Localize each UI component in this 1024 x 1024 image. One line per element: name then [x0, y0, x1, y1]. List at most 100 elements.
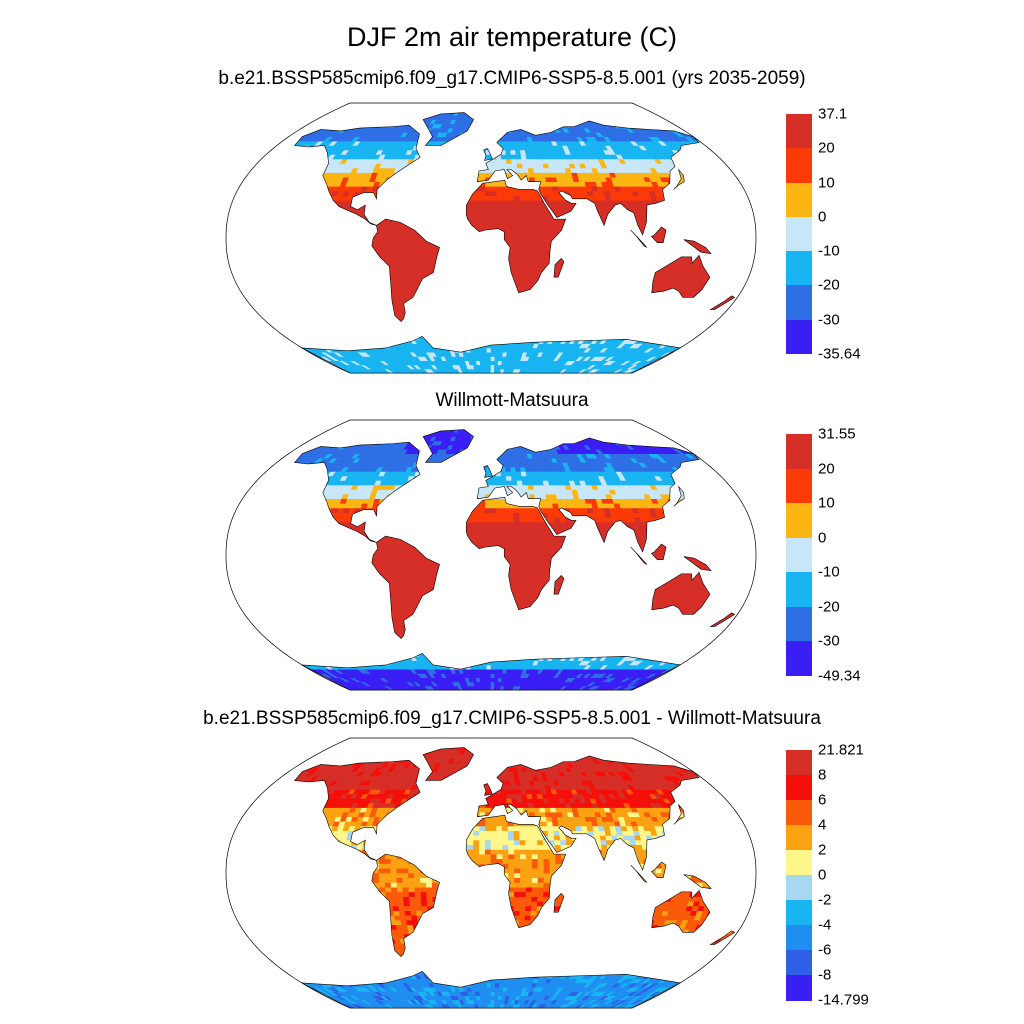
coastline: [483, 465, 493, 478]
colorbar-tick-label: -20: [818, 598, 840, 616]
coastline: [709, 930, 736, 945]
colorbar-segment: [786, 825, 812, 851]
colorbar-tick-label: -35.64: [818, 345, 861, 363]
coastline: [683, 874, 712, 890]
colorbar-tick-label: -6: [818, 941, 832, 959]
panel-diff-subtitle: b.e21.BSSP585cmip6.f09_g17.CMIP6-SSP5-8.…: [203, 708, 821, 729]
coastline: [650, 543, 667, 561]
coastline: [683, 239, 712, 255]
colorbar-tick-label: 2: [818, 841, 827, 859]
colorbar-tick-label: 0: [818, 866, 827, 884]
coastline: [630, 546, 648, 565]
coastline: [709, 612, 736, 627]
colorbar-tick-label: 21.821: [818, 741, 864, 759]
coastline: [673, 804, 685, 825]
colorbar-segment: [786, 950, 812, 976]
coastline: [630, 229, 648, 248]
colorbar-segment: [786, 875, 812, 901]
colorbar-segment: [786, 503, 812, 539]
coastline: [371, 218, 440, 323]
colorbar-tick-label: 31.55: [818, 425, 856, 443]
colorbar-tick-label: -30: [818, 311, 840, 329]
colorbar-segment: [786, 468, 812, 504]
colorbar-segment: [786, 319, 812, 355]
colorbar-segment: [786, 216, 812, 252]
colorbar-tick-label: 20: [818, 460, 835, 478]
colorbar-segment: [786, 975, 812, 1001]
coastline: [294, 124, 421, 226]
colorbar-tick-label: 4: [818, 816, 827, 834]
colorbar-tick-label: 10: [818, 494, 835, 512]
colorbar-tick-label: 37.1: [818, 105, 848, 123]
coastline: [673, 169, 685, 190]
colorbar-segment: [786, 572, 812, 608]
colorbar-segment: [786, 775, 812, 801]
coastline: [651, 254, 711, 298]
figure-title: DJF 2m air temperature (C): [346, 22, 678, 52]
coastline: [301, 653, 682, 691]
colorbar-segment: [786, 641, 812, 677]
colorbar-tick-label: -10: [818, 242, 840, 260]
colorbar-segment: [786, 434, 812, 470]
coastline: [650, 861, 667, 879]
colorbar-segment: [786, 148, 812, 184]
colorbar-tick-label: 0: [818, 529, 827, 547]
coastline: [294, 441, 421, 543]
colorbar-tick-label: 20: [818, 139, 835, 157]
colorbar-segment: [786, 606, 812, 642]
coastline: [422, 429, 474, 463]
coastline: [294, 759, 421, 861]
colorbar-segment: [786, 800, 812, 826]
coastline: [465, 814, 567, 929]
coastline: [476, 120, 700, 236]
colorbar-segment: [786, 850, 812, 876]
coastline: [422, 747, 474, 781]
coastline: [476, 755, 700, 871]
coastline: [465, 496, 567, 611]
coastline: [683, 556, 712, 572]
colorbar-tick-label: -14.799: [818, 991, 869, 1009]
coastline: [651, 889, 711, 933]
coastline: [301, 971, 682, 1009]
coastline: [476, 437, 700, 553]
colorbar-tick-label: 10: [818, 174, 835, 192]
coastline: [553, 258, 565, 278]
colorbar-segment: [786, 114, 812, 149]
colorbar-tick-label: 8: [818, 766, 827, 784]
coastline: [422, 112, 474, 146]
colorbar-segment: [786, 900, 812, 926]
coastline: [371, 535, 440, 640]
colorbar-tick-label: -8: [818, 966, 832, 984]
coastline: [483, 783, 493, 796]
coastline: [709, 295, 736, 310]
coastline: [465, 179, 567, 294]
colorbar-tick-label: -30: [818, 632, 840, 650]
coastline: [301, 336, 682, 374]
coastline: [651, 571, 711, 615]
colorbar-tick-label: 6: [818, 791, 827, 809]
coastline: [630, 864, 648, 883]
colorbar-segment: [786, 537, 812, 573]
panel-obs-subtitle: Willmott-Matsuura: [435, 390, 589, 411]
colorbar-segment: [786, 285, 812, 321]
colorbar-segment: [786, 182, 812, 218]
coastline: [483, 148, 493, 161]
colorbar-tick-label: -20: [818, 276, 840, 294]
coastline: [673, 486, 685, 507]
coastline: [371, 853, 440, 958]
coastline: [650, 226, 667, 244]
coastline: [553, 575, 565, 595]
colorbar-segment: [786, 251, 812, 286]
colorbar-tick-label: -4: [818, 916, 832, 934]
colorbar-tick-label: -49.34: [818, 667, 861, 685]
panel-model-subtitle: b.e21.BSSP585cmip6.f09_g17.CMIP6-SSP5-8.…: [218, 68, 806, 89]
colorbar-tick-label: -2: [818, 891, 832, 909]
colorbar-tick-label: -10: [818, 563, 840, 581]
colorbar-segment: [786, 925, 812, 951]
colorbar-segment: [786, 750, 812, 776]
colorbar-tick-label: 0: [818, 208, 827, 226]
coastline: [553, 893, 565, 913]
